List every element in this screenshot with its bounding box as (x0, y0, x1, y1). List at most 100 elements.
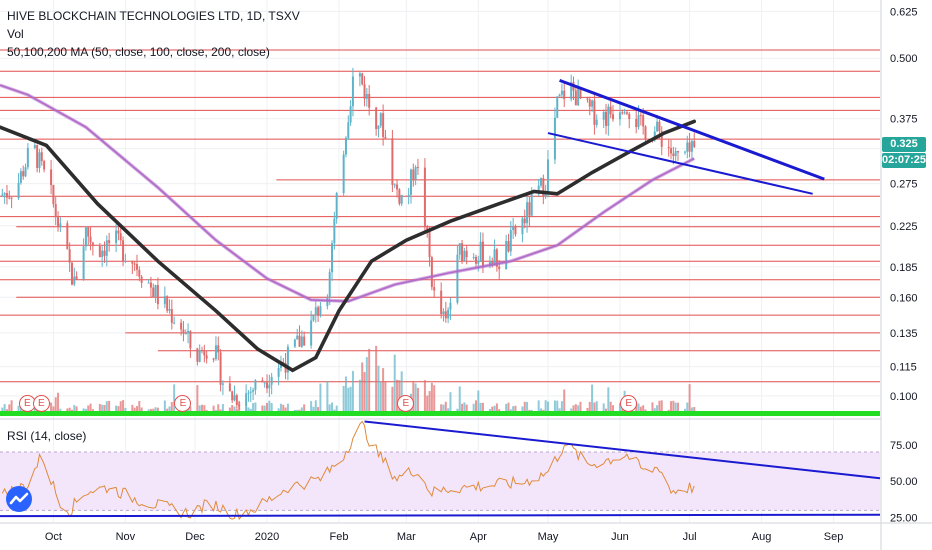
volume-bar (423, 380, 426, 413)
volume-bar (89, 403, 92, 413)
volume-bar (414, 383, 417, 413)
candle-body (140, 276, 143, 283)
candle-body (639, 115, 642, 117)
volume-bar (314, 400, 317, 413)
volume-bar (605, 408, 608, 413)
candle-body (528, 202, 531, 216)
candle-body (658, 121, 661, 132)
candle-body (300, 336, 303, 347)
candle-body (91, 242, 94, 247)
candle-body (296, 335, 299, 340)
candle-body (5, 193, 8, 198)
tradingview-logo-icon[interactable] (6, 486, 32, 512)
candle-body (152, 287, 155, 298)
volume-bar (563, 389, 566, 413)
volume-bar (495, 403, 498, 413)
candle-body (391, 138, 394, 185)
x-tick-label: May (538, 531, 559, 543)
volume-bar (384, 381, 387, 413)
volume-bar (375, 345, 378, 413)
candle-body (59, 223, 62, 228)
volume-bar (238, 401, 241, 413)
candle-body (426, 226, 429, 230)
candle-body (286, 346, 289, 373)
volume-bar (347, 387, 350, 413)
earnings-badge[interactable]: E (620, 395, 638, 412)
volume-bar (170, 402, 173, 413)
volume-bar (540, 408, 543, 413)
candle-body (331, 243, 334, 273)
volume-bar (611, 405, 614, 413)
volume-bar (602, 403, 605, 413)
candle-body (147, 282, 150, 284)
candle-body (68, 249, 71, 263)
volume-bar (198, 405, 201, 413)
volume-bar (607, 387, 610, 413)
volume-bar (558, 408, 561, 413)
rsi-trendline (0, 513, 881, 518)
volume-bar (553, 400, 556, 413)
earnings-badge[interactable]: E (174, 395, 192, 412)
volume-bar (683, 408, 686, 413)
volume-bar (68, 407, 71, 413)
candle-body (189, 331, 192, 349)
candle-body (33, 145, 36, 148)
volume-bar (396, 379, 399, 413)
candle-body (149, 282, 152, 288)
volume-bar (173, 384, 176, 413)
candle-body (298, 335, 301, 347)
volume-bar (282, 404, 285, 413)
candle-body (198, 349, 201, 362)
candle-body (131, 260, 134, 264)
candle-body (268, 384, 271, 389)
volume-bar (344, 376, 347, 413)
candle-body (456, 254, 459, 303)
rsi-line (1, 420, 695, 521)
candle-body (521, 218, 524, 235)
volume-bar (686, 402, 689, 413)
volume-bar (203, 405, 206, 413)
volume-bar (349, 386, 352, 413)
volume-bar (512, 406, 515, 413)
candle-body (19, 171, 22, 183)
volume-bar (537, 400, 540, 413)
rsi-label: RSI (14, close) (7, 429, 87, 443)
volume-bar (156, 407, 159, 413)
volume-bar (674, 402, 677, 413)
volume-bar (442, 404, 445, 413)
candle-body (247, 392, 250, 394)
candle-body (261, 380, 264, 383)
candle-body (416, 167, 419, 169)
candle-body (328, 272, 331, 298)
candle-body (173, 322, 176, 324)
candle-body (423, 167, 426, 227)
volume-bar (335, 405, 338, 413)
candle-body (688, 142, 691, 152)
volume-bar (391, 386, 394, 413)
candle-body (214, 345, 217, 360)
price-trendline (547, 132, 813, 195)
candle-body (477, 260, 480, 264)
candle-body (461, 243, 464, 261)
x-tick-label: Nov (116, 531, 136, 543)
candle-body (686, 142, 689, 152)
candle-body (122, 240, 125, 262)
candle-body (310, 320, 313, 346)
candle-body (54, 204, 57, 218)
candle-body (514, 226, 517, 235)
earnings-badge[interactable]: E (397, 395, 415, 412)
volume-bar (412, 381, 415, 413)
volume-bar (595, 401, 598, 413)
candle-body (558, 94, 561, 97)
candle-body (463, 250, 466, 261)
candle-body (182, 329, 185, 334)
volume-bar (472, 403, 475, 413)
volume-bar (588, 401, 591, 413)
candle-body (384, 136, 387, 139)
volume-bar (693, 406, 696, 413)
earnings-badge[interactable]: E (32, 395, 50, 412)
rsi-trendline (364, 420, 881, 480)
volume-bar (660, 400, 663, 413)
candle-body (637, 115, 640, 128)
